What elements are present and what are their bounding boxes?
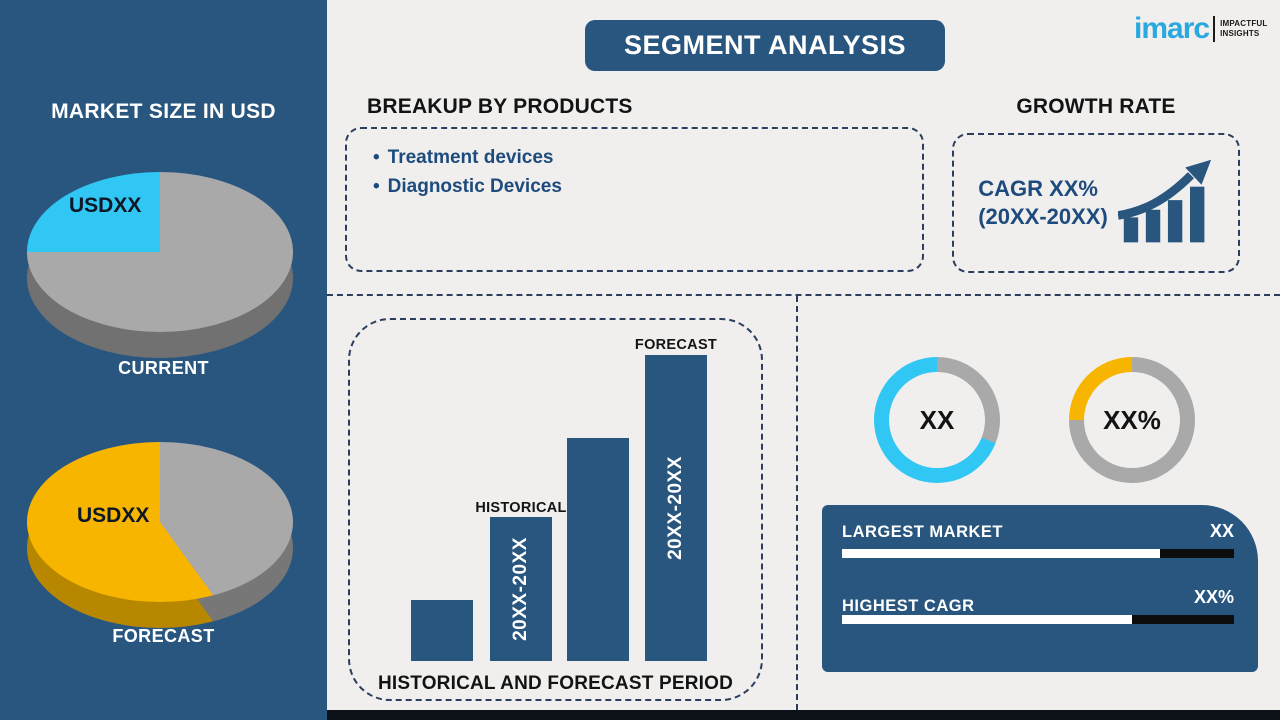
bar-chart-caption: HISTORICAL AND FORECAST PERIOD — [377, 673, 734, 694]
largest-market-value: XX — [1209, 521, 1234, 541]
largest-market-bar — [842, 549, 1234, 558]
donut-cagr: XX% — [1069, 357, 1195, 483]
stat-row-largest-market: LARGEST MARKET XX — [842, 521, 1238, 558]
breakup-item-treatment: Treatment devices — [373, 143, 922, 172]
logo-tagline: IMPACTFUL INSIGHTS — [1220, 19, 1267, 39]
forecast-annotation: FORECAST — [634, 337, 718, 353]
logo-divider — [1213, 16, 1216, 42]
sidebar-market-size: MARKET SIZE IN USD USDXX CURRENT USDXX F… — [0, 0, 327, 720]
cagr-line2: (20XX-20XX) — [978, 204, 1108, 229]
stat-bar-fill — [842, 615, 1133, 624]
market-stats-box: LARGEST MARKET XX HIGHEST CAGR XX% — [822, 505, 1258, 672]
growth-heading: GROWTH RATE — [1016, 95, 1176, 118]
pie-current-value-label: USDXX — [69, 194, 142, 217]
current-pie-top — [27, 172, 293, 332]
highest-cagr-value: XX% — [1193, 587, 1234, 607]
bottom-accent-bar — [327, 710, 1280, 720]
period-bar-chart: 20XX-20XX 20XX-20XX HISTORICAL FORECAST … — [348, 318, 763, 701]
cagr-line1: CAGR XX% — [978, 176, 1098, 201]
pie-chart-forecast: USDXX — [27, 442, 293, 630]
page-title-banner: SEGMENT ANALYSIS — [585, 20, 945, 71]
forecast-pie-top — [27, 442, 293, 602]
horizontal-divider — [327, 294, 1280, 296]
vertical-divider — [796, 296, 798, 710]
stat-bar-fill — [842, 549, 1160, 558]
logo-tagline-line1: IMPACTFUL — [1220, 19, 1268, 28]
pie-forecast-value-label: USDXX — [77, 504, 150, 527]
period-bar — [567, 438, 629, 661]
breakup-heading: BREAKUP BY PRODUCTS — [367, 95, 633, 118]
stat-row-highest-cagr: HIGHEST CAGR XX% — [842, 587, 1238, 624]
donut-cagr-label: XX% — [1103, 404, 1161, 435]
cagr-text: CAGR XX% (20XX-20XX) — [978, 175, 1108, 231]
bar-forecast-range-label: 20XX-20XX — [665, 456, 686, 560]
breakup-list: Treatment devices Diagnostic Devices — [373, 143, 922, 201]
largest-market-label: LARGEST MARKET — [842, 523, 1003, 541]
pie-chart-current: USDXX — [27, 172, 293, 360]
historical-annotation: HISTORICAL — [475, 500, 567, 516]
imarc-logo-brand: imarc — [1134, 12, 1210, 45]
period-bar — [411, 600, 473, 661]
breakup-box: Treatment devices Diagnostic Devices — [345, 127, 924, 272]
breakup-item-diagnostic: Diagnostic Devices — [373, 172, 922, 201]
highest-cagr-label: HIGHEST CAGR — [842, 597, 975, 615]
period-bar: 20XX-20XX — [645, 355, 707, 661]
bar-historical-range-label: 20XX-20XX — [510, 537, 531, 641]
pie-forecast-caption: FORECAST — [112, 626, 215, 646]
highest-cagr-bar — [842, 615, 1234, 624]
growth-box: CAGR XX% (20XX-20XX) — [952, 133, 1240, 273]
page-title: SEGMENT ANALYSIS — [623, 30, 907, 60]
period-bar: 20XX-20XX — [490, 517, 552, 661]
growth-arrow-icon — [1117, 159, 1211, 243]
pie-current-caption: CURRENT — [118, 358, 209, 378]
logo-tagline-line2: INSIGHTS — [1220, 29, 1260, 38]
imarc-logo: imarc IMPACTFUL INSIGHTS — [1134, 14, 1267, 44]
donut-largest: XX — [874, 357, 1000, 483]
donut-largest-label: XX — [919, 404, 955, 435]
sidebar-title: MARKET SIZE IN USD — [51, 100, 276, 123]
